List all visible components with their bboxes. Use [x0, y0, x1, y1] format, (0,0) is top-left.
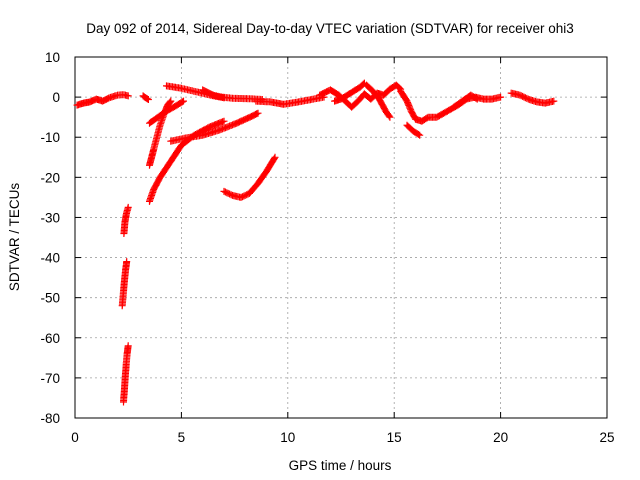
data-markers [120, 203, 132, 237]
data-markers [199, 86, 228, 102]
series-track-15 [331, 79, 368, 105]
data-markers [167, 109, 262, 145]
x-tick-label: 0 [71, 430, 79, 445]
y-tick-label: -60 [40, 331, 60, 346]
y-tick-label: -50 [40, 291, 60, 306]
series-track-16 [363, 81, 394, 121]
x-tick-label: 10 [280, 430, 295, 445]
series-track-18 [403, 121, 424, 139]
x-axis-label: GPS time / hours [289, 458, 392, 473]
data-markers [363, 81, 394, 121]
series-track-2 [139, 92, 152, 103]
y-tick-label: -70 [40, 371, 60, 386]
data-markers [220, 153, 279, 201]
y-tick-label: -80 [40, 411, 60, 426]
series-track-20 [507, 89, 558, 107]
series-track-8 [146, 97, 187, 127]
chart-title: Day 092 of 2014, Sidereal Day-to-day VTE… [86, 21, 573, 36]
y-tick-label: -40 [40, 251, 60, 266]
data-markers [120, 342, 132, 406]
data-markers [146, 97, 187, 127]
y-tick-label: -10 [40, 130, 60, 145]
series-track-9 [167, 109, 262, 145]
data-markers [331, 79, 368, 105]
y-tick-label: -20 [40, 170, 60, 185]
series-group [73, 79, 558, 406]
plot-frame [74, 56, 608, 419]
series-track-13 [252, 93, 328, 108]
x-tick-label: 5 [178, 430, 186, 445]
series-track-12 [199, 86, 228, 102]
axis-ticks: 0 5 10 15 20 25 10 0 -10 -20 -30 -40 -50 -60 -70 -80 [40, 50, 614, 445]
data-markers [507, 89, 558, 107]
series-track-3 [120, 342, 132, 406]
grid [75, 57, 607, 418]
y-axis-label: SDTVAR / TECUs [7, 183, 22, 292]
data-markers [252, 93, 328, 108]
series-track-5 [120, 203, 132, 237]
x-tick-label: 15 [387, 430, 402, 445]
data-markers [397, 87, 505, 125]
x-tick-label: 25 [599, 430, 614, 445]
y-tick-label: -30 [40, 210, 60, 225]
data-markers [403, 121, 424, 139]
data-markers [450, 91, 481, 111]
x-tick-label: 20 [493, 430, 508, 445]
data-markers [118, 258, 131, 310]
data-markers [73, 91, 132, 109]
series-track-4 [118, 258, 131, 310]
series-track-10 [220, 153, 279, 201]
y-tick-label: 10 [45, 50, 60, 65]
series-track-19 [450, 91, 481, 111]
data-markers [139, 92, 152, 103]
series-track-1 [73, 91, 132, 109]
y-tick-label: 0 [52, 90, 60, 105]
series-track-17 [397, 87, 505, 125]
